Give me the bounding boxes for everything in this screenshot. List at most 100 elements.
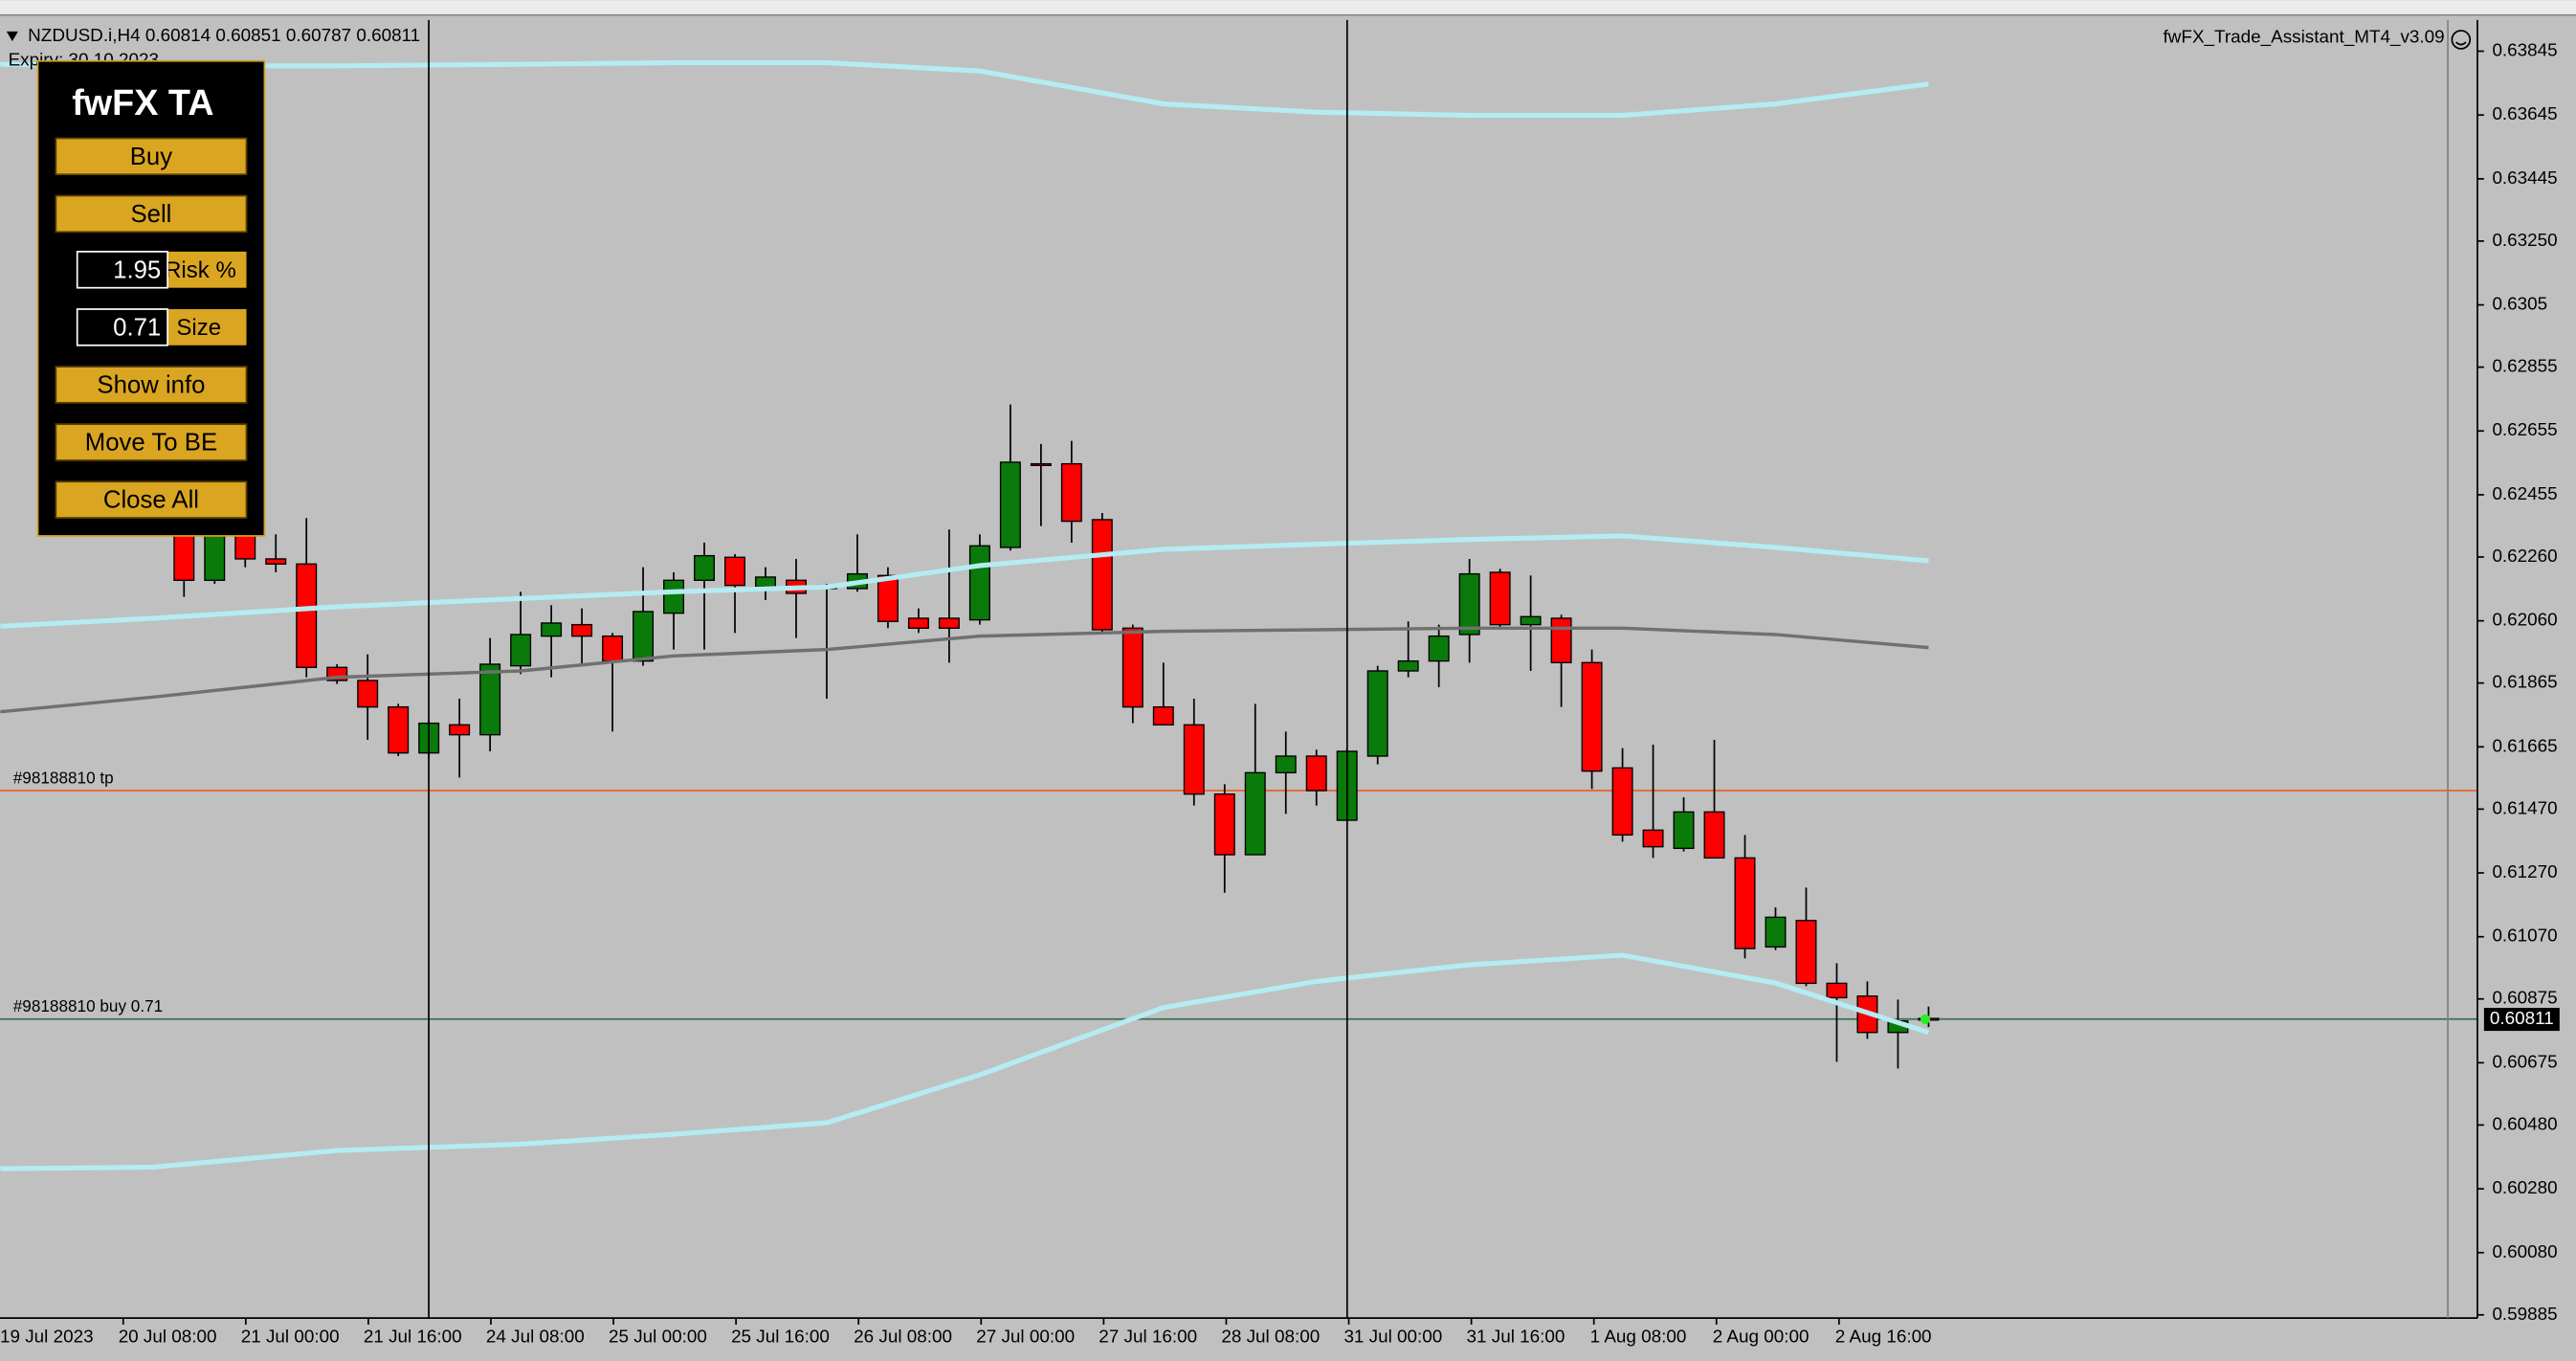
y-tick-label: 0.63445 <box>2492 168 2557 189</box>
candle-body <box>694 554 716 581</box>
candle-body <box>173 533 195 581</box>
button-label: Buy <box>130 144 172 170</box>
candle-body <box>1213 792 1235 856</box>
move-to-be-button[interactable]: Move To BE <box>55 423 248 461</box>
x-tick-label: 26 Jul 08:00 <box>854 1328 952 1348</box>
symbol-header: NZDUSD.i,H4 0.60814 0.60851 0.60787 0.60… <box>28 26 420 46</box>
candle-body <box>1152 705 1174 726</box>
x-tick-label: 19 Jul 2023 <box>0 1328 94 1348</box>
x-tick-label: 24 Jul 08:00 <box>486 1328 585 1348</box>
y-tick-label: 0.60875 <box>2492 989 2557 1009</box>
candle-body <box>1489 571 1511 626</box>
candle-body <box>1826 982 1848 999</box>
x-tick-label: 2 Aug 16:00 <box>1835 1328 1932 1348</box>
candle-body <box>1305 755 1327 792</box>
y-tick-label: 0.62655 <box>2492 420 2557 440</box>
candle-body <box>724 556 745 587</box>
show-info-button[interactable]: Show info <box>55 366 248 404</box>
y-tick-label: 0.63645 <box>2492 104 2557 124</box>
close-price: 0.60811 <box>356 26 420 46</box>
trade-panel: fwFX TA Buy Sell Risk % 1.95 Size 0.71 S… <box>36 59 266 537</box>
y-tick-label: 0.62455 <box>2492 484 2557 504</box>
close-all-button[interactable]: Close All <box>55 480 248 519</box>
y-tick-label: 0.61070 <box>2492 926 2557 947</box>
current-price-label: 0.60811 <box>2490 1009 2554 1029</box>
y-tick-label: 0.63845 <box>2492 40 2557 60</box>
candle-body <box>479 663 501 736</box>
candle-body <box>1765 916 1787 948</box>
indicator-line <box>0 952 1930 1171</box>
candle-body <box>633 611 655 662</box>
x-tick-label: 21 Jul 16:00 <box>364 1328 462 1348</box>
indicator-line <box>0 59 1929 119</box>
candle-body <box>357 680 379 708</box>
y-tick-label: 0.6305 <box>2492 295 2547 315</box>
candle-body <box>907 617 929 629</box>
candle-body <box>1397 659 1419 672</box>
y-tick-label: 0.60280 <box>2492 1178 2557 1198</box>
y-tick-label: 0.62260 <box>2492 547 2557 567</box>
candle-body <box>1183 724 1205 795</box>
candle-body <box>1795 920 1817 985</box>
sell-button[interactable]: Sell <box>55 194 248 234</box>
candle-body <box>938 617 960 629</box>
indicator-name: fwFX_Trade_Assistant_MT4_v3.09 <box>2164 28 2445 48</box>
x-tick-label: 25 Jul 16:00 <box>731 1328 830 1348</box>
size-label-box <box>167 308 247 346</box>
open-price: 0.60814 <box>145 26 211 46</box>
x-tick-label: 31 Jul 16:00 <box>1467 1328 1566 1348</box>
button-label: Move To BE <box>85 430 217 457</box>
indicator-line <box>0 533 1929 629</box>
candle-body <box>1121 627 1144 708</box>
candle-body <box>1060 462 1082 523</box>
candle-body <box>663 579 685 614</box>
x-tick-label: 28 Jul 08:00 <box>1221 1328 1320 1348</box>
dropdown-arrow[interactable] <box>6 31 18 42</box>
candle-body <box>571 623 593 637</box>
size-input[interactable]: 0.71 <box>76 308 168 346</box>
panel-title: fwFX TA <box>72 83 213 123</box>
y-tick-label: 0.63250 <box>2492 231 2557 251</box>
candle-body <box>449 724 471 736</box>
risk-label-box <box>167 251 247 288</box>
y-tick-label: 0.59885 <box>2492 1305 2557 1325</box>
toolbar-strip <box>0 0 2576 15</box>
low-price: 0.60787 <box>286 26 351 46</box>
candle-body <box>1520 615 1542 626</box>
candle-body <box>388 705 410 754</box>
candle-body <box>1458 572 1480 636</box>
candle-body <box>1611 767 1633 837</box>
buy-button[interactable]: Buy <box>55 137 248 176</box>
y-tick-label: 0.60675 <box>2492 1052 2557 1072</box>
panel-background <box>36 59 266 537</box>
current-price-box <box>2483 1008 2560 1032</box>
size-label: Size <box>176 315 221 341</box>
x-tick-label: 21 Jul 00:00 <box>241 1328 340 1348</box>
y-tick-label: 0.60480 <box>2492 1114 2557 1134</box>
y-tick-label: 0.62855 <box>2492 357 2557 377</box>
candle-body <box>1550 617 1572 664</box>
candle-body <box>755 576 776 588</box>
y-tick-label: 0.61470 <box>2492 798 2557 818</box>
y-tick-label: 0.61665 <box>2492 736 2557 756</box>
candle-body <box>877 574 899 622</box>
candle-body <box>1734 857 1756 949</box>
indicator-line <box>0 626 1929 714</box>
candle-body <box>999 461 1021 548</box>
risk-input[interactable]: 1.95 <box>76 251 168 289</box>
x-tick-label: 1 Aug 08:00 <box>1590 1328 1687 1348</box>
order-line-label: #98188810 buy 0.71 <box>13 996 163 1015</box>
current-price-marker <box>1920 1014 1931 1025</box>
candle-body <box>1673 811 1695 850</box>
y-tick-label: 0.62060 <box>2492 611 2557 631</box>
plot-area: #98188810 tp #98188810 buy 0.71 <box>0 59 2477 1171</box>
candle-body <box>1275 755 1297 774</box>
candle-body <box>296 563 318 669</box>
button-label: Close All <box>103 487 199 514</box>
x-tick-label: 27 Jul 00:00 <box>976 1328 1075 1348</box>
smiley-icon <box>2451 30 2472 50</box>
candle-body <box>968 545 990 621</box>
